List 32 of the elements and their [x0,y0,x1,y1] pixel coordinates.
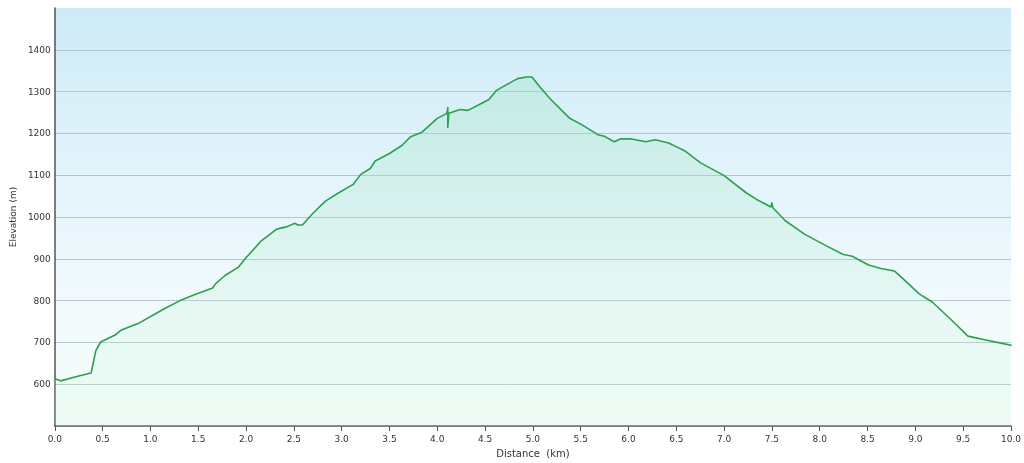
y-tick-label: 1000 [27,212,52,222]
x-tick-label: 3.5 [382,433,397,444]
x-tick-label: 1.0 [143,433,158,444]
x-tick-label: 5.5 [573,433,588,444]
y-tick-label: 1200 [27,128,52,139]
x-axis-title: Distance (km) [496,447,570,459]
x-tick-label: 2.0 [238,433,254,444]
x-tick-label: 6.0 [621,433,636,444]
x-tick-label: 9.0 [908,433,923,444]
x-tick-label: 0.5 [95,433,110,444]
x-tick-label: 3.0 [334,433,350,444]
x-tick-label: 7.5 [764,433,780,444]
x-tick-label: 9.5 [956,433,971,444]
x-tick-label: 0.0 [47,433,63,444]
x-tick-label: 8.0 [812,433,828,444]
y-axis-title: Elevation (m) [7,186,18,248]
x-tick-label: 4.5 [477,433,493,444]
y-tick-label: 600 [33,379,52,390]
x-tick-label: 6.5 [669,433,684,444]
x-tick-label: 2.5 [286,433,302,444]
x-tick-label: 7.0 [716,433,732,444]
x-tick-label: 5.0 [525,433,541,444]
y-tick-label: 800 [33,295,52,306]
x-tick-label: 1.5 [191,433,206,444]
y-tick-label: 1100 [27,170,52,181]
y-tick-label: 900 [33,253,52,264]
y-tick-label: 700 [33,337,52,348]
y-tick-label: 1300 [27,86,52,97]
x-tick-label: 10.0 [1000,433,1022,444]
x-tick-label: 8.5 [860,433,875,444]
y-tick-label: 1400 [27,44,52,55]
x-tick-label: 4.0 [430,433,445,444]
